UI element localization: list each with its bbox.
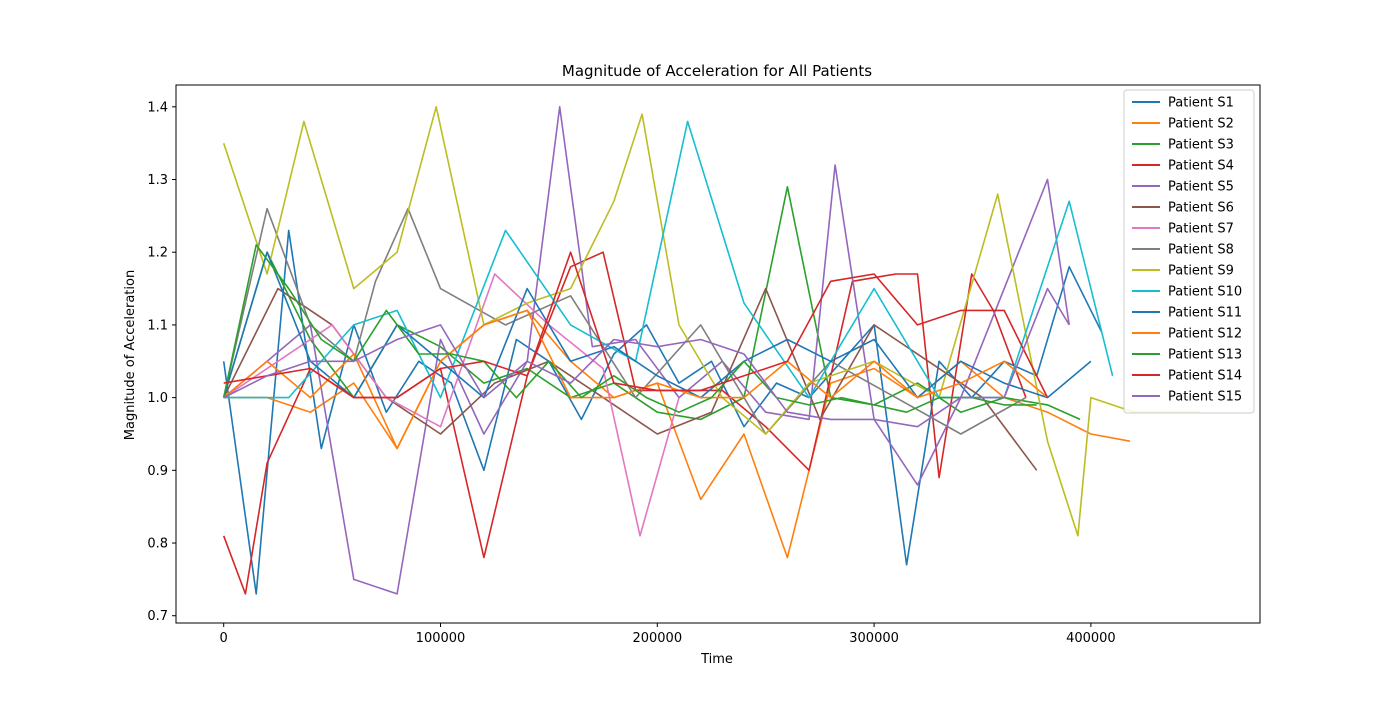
y-tick-label: 0.7 — [147, 609, 168, 624]
x-tick-label: 400000 — [1066, 631, 1116, 646]
axes: 0 100000 200000 300000 400000 0.7 0.8 0.9 1.0 1.1… — [147, 84, 1261, 646]
legend-label: Patient S15 — [1168, 390, 1242, 405]
x-tick-label: 100000 — [416, 631, 466, 646]
legend-label: Patient S12 — [1168, 327, 1242, 342]
plot-frame — [175, 84, 1261, 624]
series-line-9 — [222, 106, 1200, 537]
series-line-8 — [222, 207, 1027, 435]
y-tick-label: 0.9 — [147, 464, 168, 479]
series-line-13 — [222, 244, 1037, 414]
series-line-6 — [222, 287, 1038, 471]
legend-label: Patient S5 — [1168, 180, 1234, 195]
legend-label: Patient S1 — [1168, 96, 1234, 111]
x-tick-label: 0 — [220, 631, 228, 646]
series-line-2 — [223, 309, 1131, 559]
plot-area — [222, 106, 1200, 595]
y-tick-label: 1.3 — [147, 173, 168, 188]
legend-label: Patient S2 — [1168, 117, 1234, 132]
y-tick-label: 1.2 — [147, 246, 168, 261]
series-line-14 — [223, 251, 1049, 399]
x-tick-label: 300000 — [849, 631, 899, 646]
legend-label: Patient S8 — [1168, 243, 1234, 258]
x-axis-label: Time — [700, 652, 733, 667]
legend-label: Patient S10 — [1168, 285, 1242, 300]
series-line-11 — [222, 251, 1092, 399]
y-axis-label: Magnitude of Acceleration — [123, 270, 138, 440]
legend-label: Patient S4 — [1168, 159, 1234, 174]
legend-label: Patient S11 — [1168, 306, 1242, 321]
series-line-4 — [222, 251, 1027, 595]
x-tick-label: 200000 — [632, 631, 682, 646]
legend-label: Patient S6 — [1168, 201, 1234, 216]
series-line-7 — [223, 273, 680, 537]
legend-label: Patient S7 — [1168, 222, 1234, 237]
series-line-5 — [223, 106, 1070, 595]
legend-label: Patient S14 — [1168, 369, 1242, 384]
legend-label: Patient S9 — [1168, 264, 1234, 279]
y-tick-label: 1.1 — [147, 318, 168, 333]
legend-label: Patient S13 — [1168, 348, 1242, 363]
chart-title: Magnitude of Acceleration for All Patien… — [562, 62, 872, 80]
legend-label: Patient S3 — [1168, 138, 1234, 153]
series-line-15 — [223, 287, 1070, 428]
y-tick-label: 0.8 — [147, 537, 168, 552]
y-tick-label: 1.4 — [147, 100, 168, 115]
y-tick-label: 1.0 — [147, 391, 168, 406]
legend: Patient S1 Patient S2 Patient S3 Patient S4… — [1123, 89, 1255, 414]
